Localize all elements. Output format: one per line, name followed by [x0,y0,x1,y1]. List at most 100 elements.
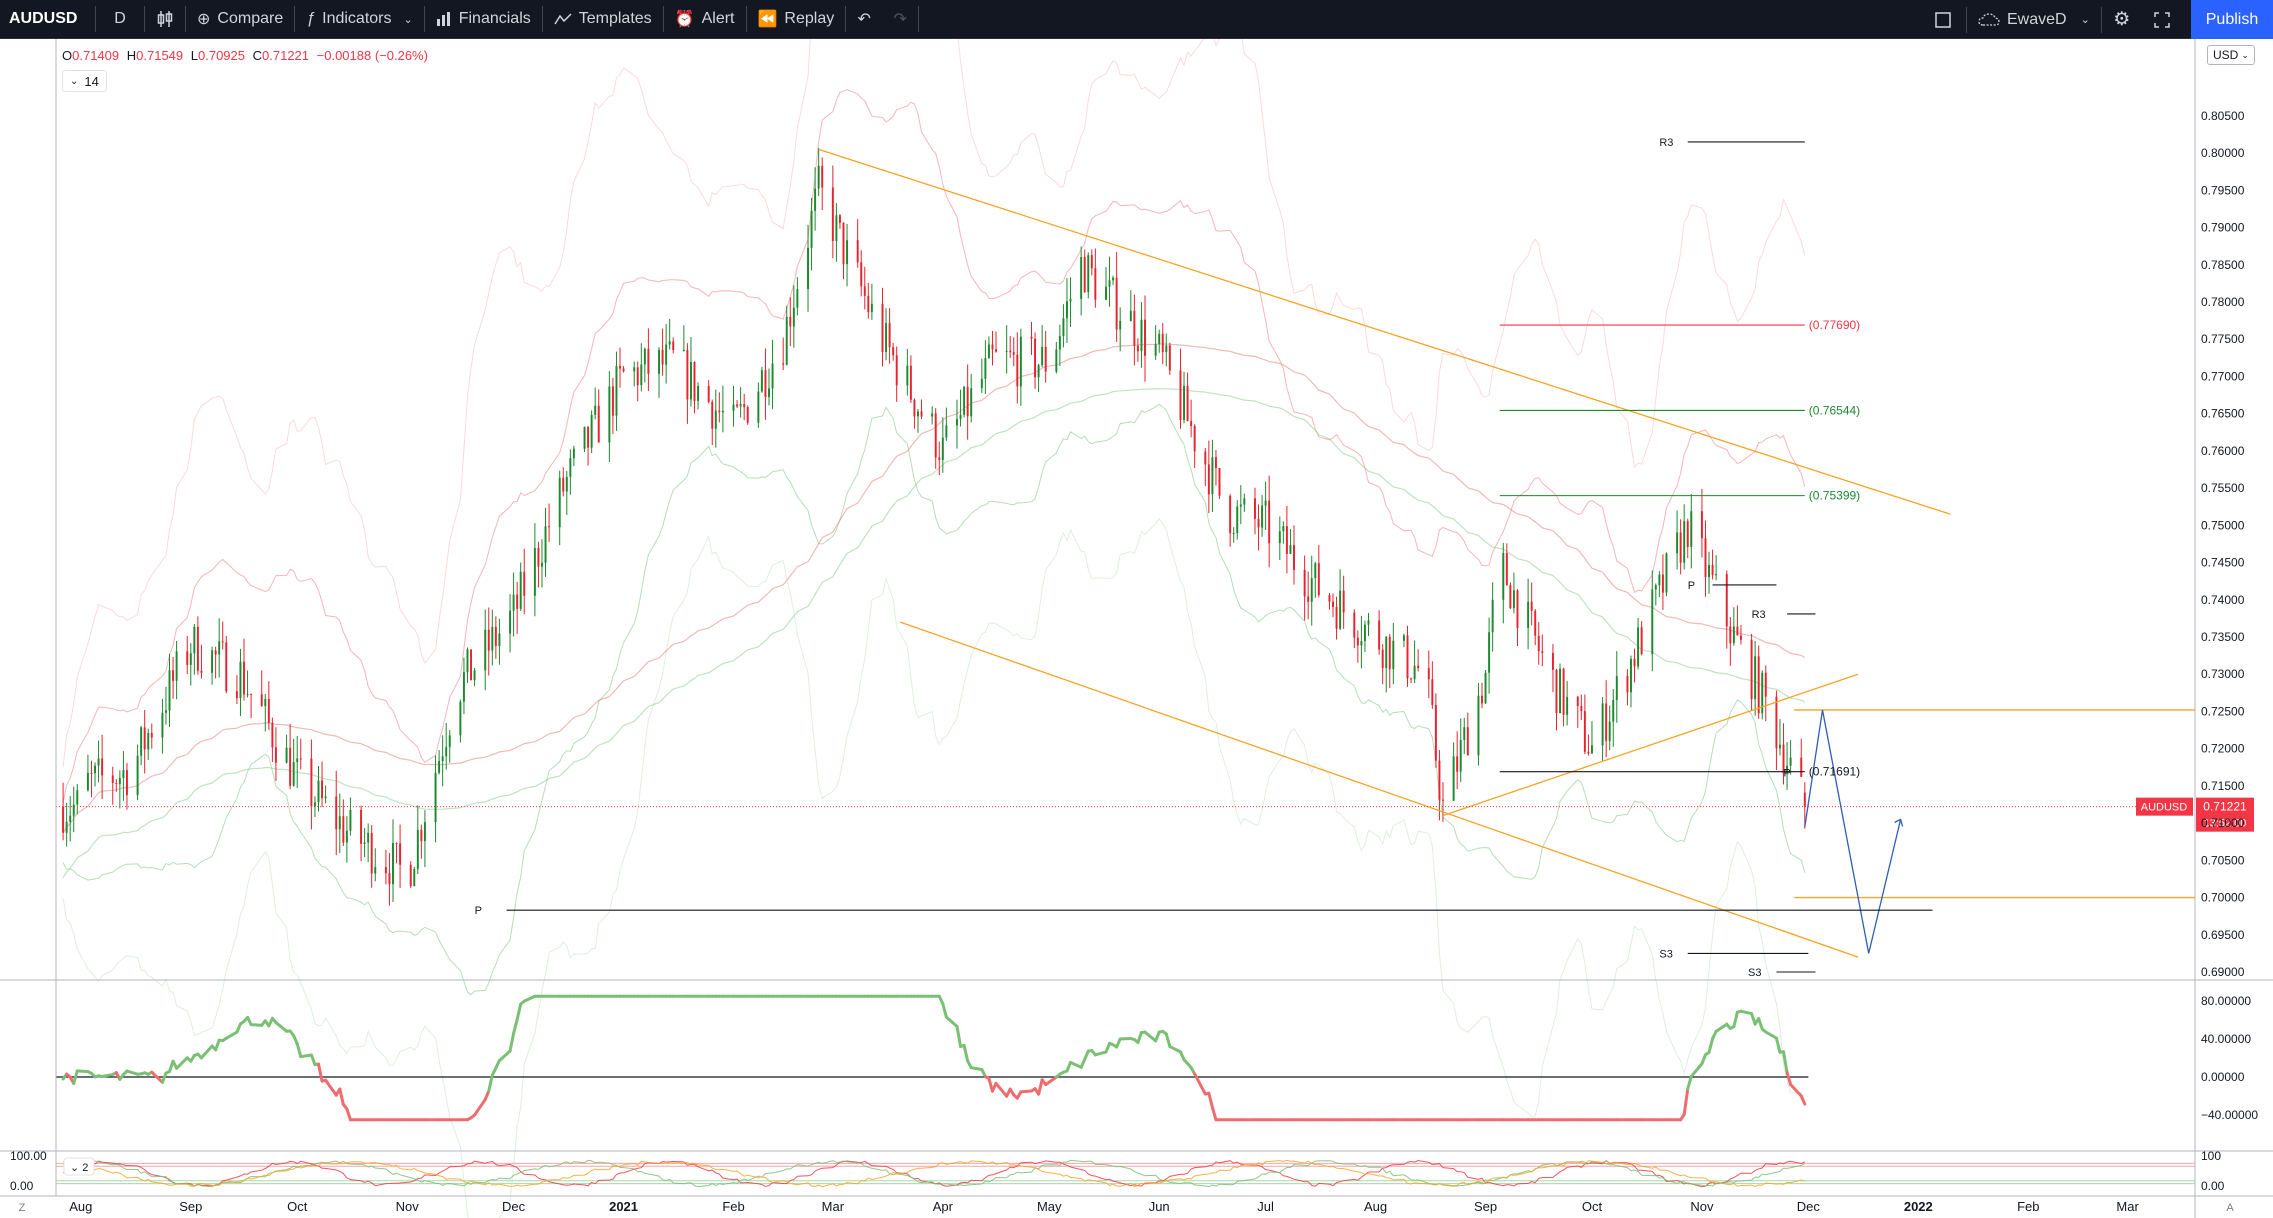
candle-body [860,262,863,287]
chart-canvas[interactable]: R3 (0.77690) (0.76544) (0.75399) P R3 (0.71691… [0,39,2273,1218]
stochastic-collapse-button [63,1157,95,1176]
oscillator-segment [1785,1071,1793,1086]
symbol-tag [2136,797,2193,816]
oscillator-segment [1707,1037,1715,1054]
candle-body [835,215,838,241]
oscillator-segment [1799,1094,1807,1106]
candle-body [161,712,164,738]
cloud-icon [1978,12,2000,26]
candle-body [1551,652,1554,670]
candle-body [1332,601,1334,608]
oscillator-segment [1207,1091,1214,1109]
candle-body [445,747,448,757]
candle-body [810,210,813,248]
price-axis-tick: 0.75500 [2201,481,2245,495]
currency-button[interactable]: USD ⌄ [2207,45,2255,65]
legend-collapse-button[interactable]: ⌄ 14 [62,70,107,92]
financials-button[interactable]: Financials [425,0,542,39]
candle-body [1527,601,1530,628]
candle-body [441,756,444,761]
moving-average-100 [62,343,1806,834]
publish-button[interactable]: Publish [2191,0,2273,39]
candle-body [1055,349,1058,372]
oscillator-segment [100,1073,115,1079]
layout-toggle-button[interactable] [1920,0,1966,39]
redo-button[interactable]: ↷ [882,0,918,39]
price-axis-tick: 0.69000 [2201,965,2245,979]
templates-button[interactable]: Templates [543,0,663,39]
toolbar-divider [662,6,664,32]
candle-body [1161,333,1164,353]
alert-button[interactable]: ⏰ Alert [664,0,746,39]
candle-body [991,344,994,350]
candle-body [1413,665,1416,680]
level-label: P [1784,768,1791,780]
candle-body [459,701,462,736]
indicators-button[interactable]: ƒ Indicators ⌄ [295,0,424,39]
candle-body [1342,590,1345,613]
candle-body [1800,757,1803,777]
settings-button[interactable]: ⚙ [2102,0,2142,39]
layout-name-button[interactable]: EwaveD ⌄ [1967,0,2101,39]
price-axis-tick: 0.74500 [2201,556,2245,570]
upper-band [62,88,1806,804]
replay-button[interactable]: ⏪ Replay [747,0,846,39]
candle-body [1193,425,1196,452]
interval-button[interactable]: D [114,10,126,27]
candle-body [1310,578,1313,602]
level-label: P [1688,580,1695,592]
candle-body [76,790,79,805]
stochastic-pane [56,1159,2195,1188]
candle-body [544,526,547,563]
oscillator-segment [1700,1053,1707,1066]
candle-body [792,307,795,327]
candle-body [1204,451,1207,465]
candle-body [1264,500,1267,506]
timezone-button: Z [19,1202,26,1214]
price-axis-tick: 0.77000 [2201,369,2245,383]
candle-body [289,747,292,786]
fullscreen-button[interactable] [2142,0,2182,39]
candle-body [1367,620,1370,625]
candle-body [1044,346,1047,372]
candle-body [1385,636,1388,669]
candle-body [392,843,394,885]
time-axis-tick: Jun [1149,1199,1170,1214]
candle-body [97,758,100,766]
toolbar-divider [95,6,96,32]
candle-body [838,215,841,223]
oscillator-segment [214,1038,221,1052]
candle-body [1665,553,1668,593]
candle-body [342,816,345,843]
candle-body [1583,711,1586,752]
legend-period: 14 [84,73,99,89]
candle-body [1363,624,1366,642]
oscillator-segment [1019,1089,1033,1094]
oscillator-segment [338,1087,345,1106]
square-icon [1935,11,1951,28]
stochastic-line [62,1159,1805,1188]
candle-body [1466,727,1469,756]
oscillator-segment [1037,1078,1044,1096]
candle-body [817,165,820,189]
candle-body [1530,601,1533,611]
compare-button[interactable]: ⊕ Compare [186,0,294,39]
chart-type-button[interactable] [145,0,185,39]
candle-body [1289,545,1292,554]
level-label: S3 [1748,967,1761,979]
oscillator-segment [522,994,537,1003]
candle-body [771,363,774,389]
candle-body [540,562,543,567]
candle-body [1144,319,1146,356]
candle-body [214,650,217,655]
undo-button[interactable]: ↶ [846,0,882,39]
stochastic-left-bottom: 0.00 [10,1179,34,1193]
candle-body [1491,599,1494,633]
candle-body [1307,596,1310,602]
candle-body [1431,679,1434,705]
candle-body [1009,350,1012,353]
time-axis-tick: Oct [1582,1199,1603,1214]
oscillator-segment [274,1021,289,1033]
candle-body [221,641,224,643]
symbol-search[interactable]: AUDUSD [9,10,78,27]
